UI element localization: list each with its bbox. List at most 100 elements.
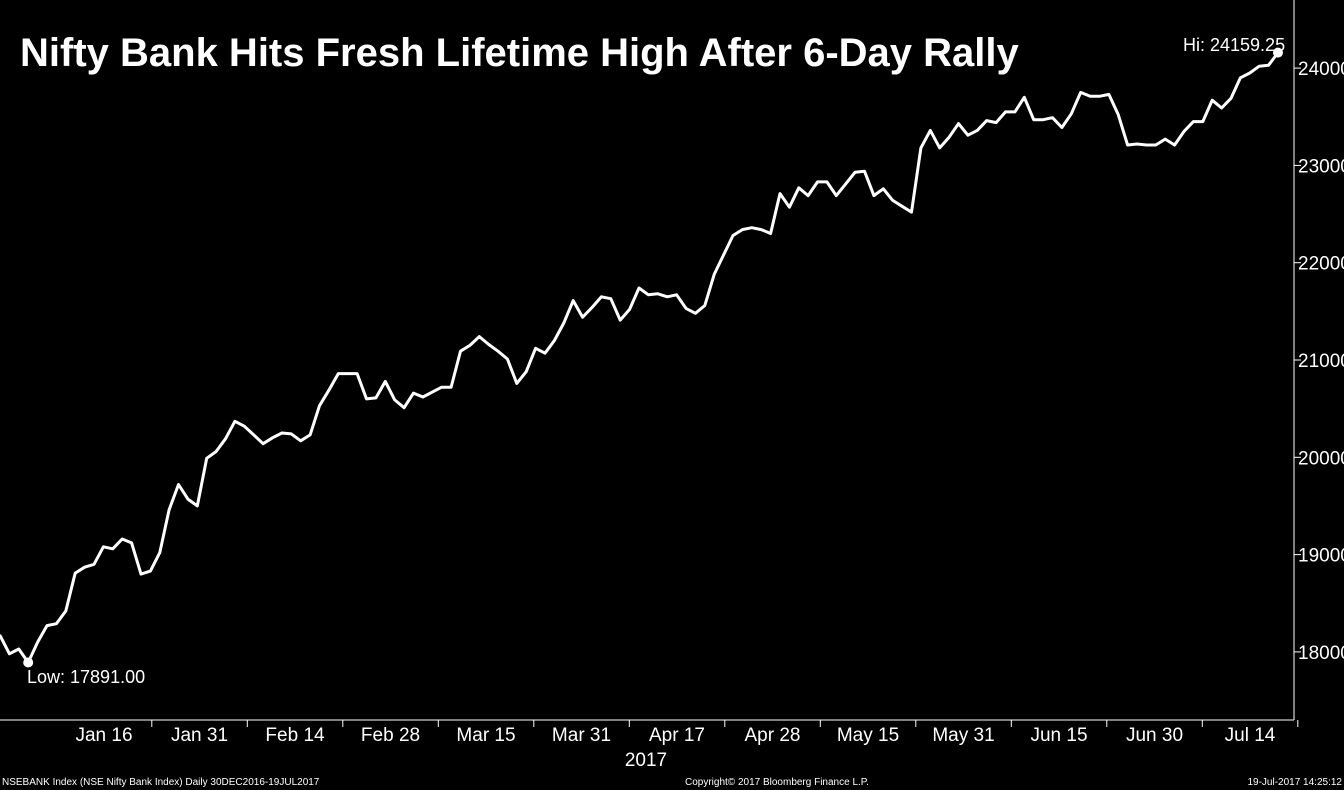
data-point: [280, 431, 284, 435]
data-point: [308, 433, 312, 437]
data-point: [1013, 110, 1017, 114]
data-point: [891, 199, 894, 202]
data-point: [1154, 143, 1158, 147]
data-point: [440, 386, 443, 389]
data-point: [1145, 143, 1148, 147]
data-point: [1182, 130, 1186, 133]
data-point: [647, 293, 650, 296]
data-point: [600, 295, 603, 298]
data-point: [261, 442, 265, 445]
data-point: [1248, 71, 1252, 75]
y-tick-label: 22000: [1298, 254, 1344, 275]
x-tick-label: Jul 14: [1225, 725, 1276, 746]
data-point: [553, 339, 556, 342]
y-tick-label: 24000: [1298, 59, 1344, 80]
data-point: [177, 483, 180, 486]
data-point: [872, 194, 876, 197]
data-point: [816, 180, 819, 184]
plot-area: [0, 47, 1283, 668]
data-point: [449, 386, 453, 389]
data-point: [797, 186, 800, 189]
data-point: [92, 563, 96, 566]
data-point: [1239, 76, 1242, 80]
data-point: [675, 293, 678, 296]
data-point: [947, 136, 951, 139]
x-axis: Jan 16 Jan 31 Feb 14 Feb 28 Mar 15 Mar 31 Apr …: [75, 720, 1299, 746]
data-point: [1098, 95, 1101, 98]
data-point: [1173, 143, 1176, 147]
data-point: [1164, 137, 1167, 141]
data-point: [985, 119, 988, 122]
data-point: [619, 318, 622, 322]
data-point: [74, 571, 77, 575]
data-point: [1023, 96, 1026, 99]
data-point: [919, 146, 923, 150]
data-point: [186, 497, 190, 501]
data-point: [1267, 63, 1270, 67]
x-tick-label: Feb 14: [265, 725, 325, 746]
data-point: [318, 404, 321, 407]
data-point: [534, 347, 537, 350]
data-point: [966, 134, 970, 137]
data-point: [572, 299, 575, 302]
x-tick-label: Feb 28: [361, 725, 420, 746]
data-point: [55, 622, 58, 625]
data-point: [609, 297, 612, 300]
data-point: [402, 406, 406, 409]
data-point: [938, 146, 941, 150]
data-point: [337, 372, 340, 375]
data-point: [1192, 120, 1195, 123]
data-point: [478, 335, 481, 338]
data-point: [1229, 97, 1233, 100]
data-point: [64, 609, 68, 613]
data-point: [581, 316, 584, 319]
x-tick-label: May 31: [932, 725, 994, 746]
data-point: [976, 129, 979, 132]
data-point: [384, 380, 387, 383]
data-point: [243, 425, 246, 428]
data-point: [731, 234, 735, 237]
data-point: [196, 504, 199, 508]
x-tick-label: Jun 15: [1030, 725, 1087, 746]
data-point: [271, 436, 274, 439]
data-point: [666, 295, 669, 298]
data-point: [214, 450, 218, 453]
data-point: [515, 382, 518, 385]
data-point: [1088, 95, 1092, 98]
footer-timestamp: 19-Jul-2017 14:25:12: [1247, 777, 1342, 788]
data-point: [713, 273, 716, 276]
data-point: [299, 439, 302, 442]
data-point: [957, 122, 960, 125]
data-point: [929, 129, 932, 132]
x-tick-label: Mar 15: [456, 725, 515, 746]
data-point: [1211, 99, 1214, 102]
data-point: [224, 437, 227, 440]
year-label: 2017: [625, 750, 667, 771]
data-point: [412, 391, 415, 395]
data-point: [365, 397, 368, 401]
data-point: [327, 389, 331, 392]
data-point: [769, 232, 772, 235]
data-point: [637, 286, 641, 290]
data-point: [83, 566, 86, 569]
data-point: [506, 357, 509, 361]
data-point: [1126, 143, 1129, 147]
data-point: [1107, 93, 1111, 96]
data-point: [1258, 65, 1261, 68]
data-point: [750, 226, 753, 229]
data-point: [393, 398, 396, 402]
data-point: [252, 433, 255, 437]
data-point: [355, 372, 359, 375]
data-point: [36, 641, 39, 644]
y-tick-label: 21000: [1298, 351, 1344, 372]
chart-title: Nifty Bank Hits Fresh Lifetime High Afte…: [20, 31, 1019, 75]
y-tick-label: 19000: [1298, 546, 1344, 567]
data-point: [525, 370, 528, 373]
data-point: [741, 228, 744, 231]
data-point: [1051, 116, 1054, 119]
data-point: [431, 390, 434, 394]
data-point: [233, 420, 237, 423]
data-point: [760, 228, 763, 231]
